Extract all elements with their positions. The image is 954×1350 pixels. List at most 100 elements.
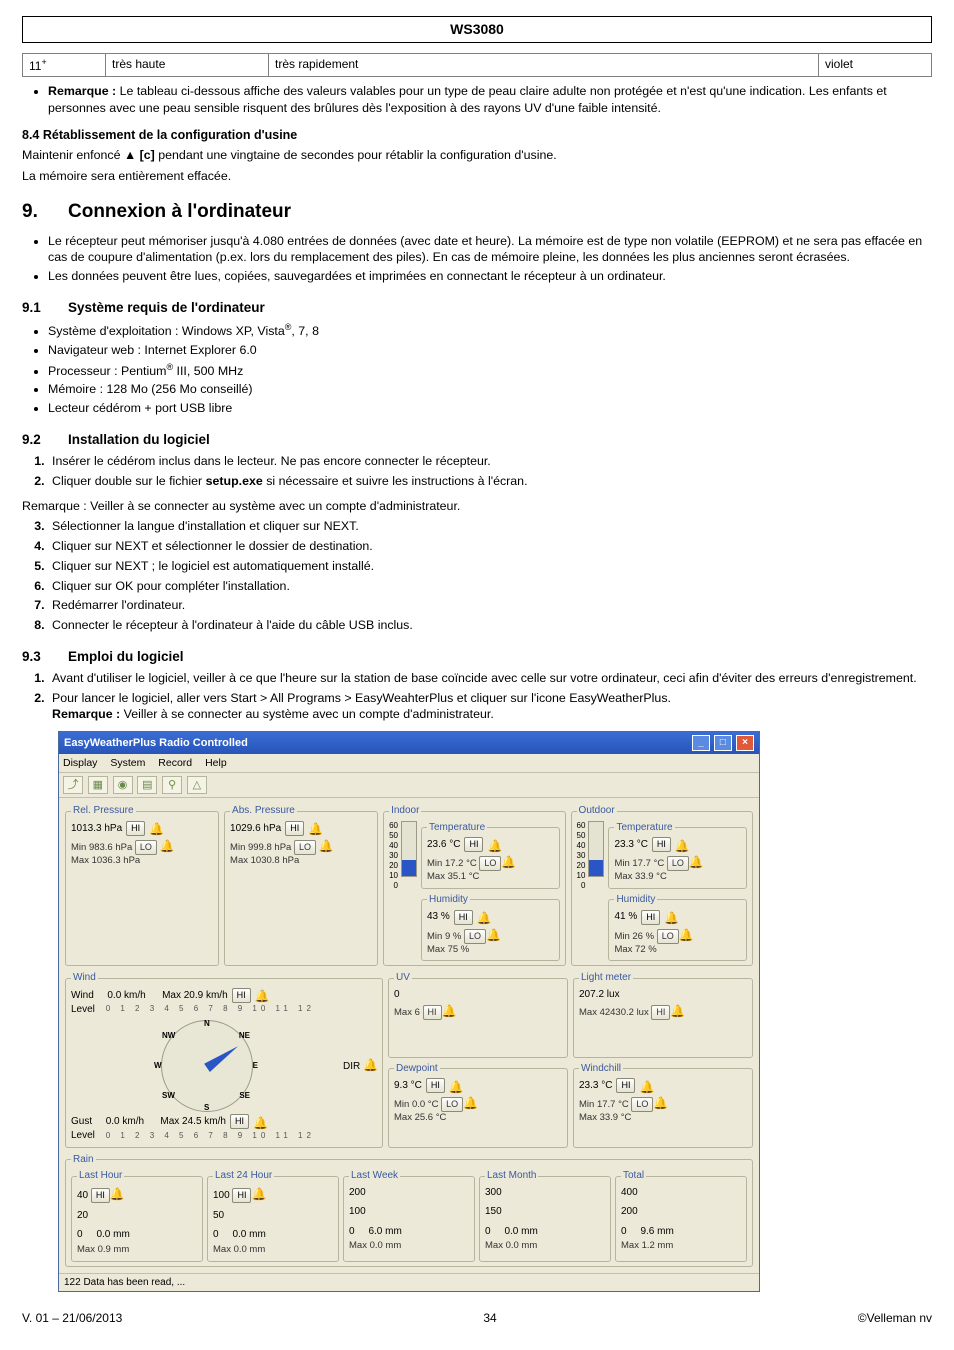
alarm-icon[interactable]: 🔔 — [477, 910, 491, 924]
alarm-icon[interactable]: 🔔 — [501, 854, 515, 868]
outdoor-temp: Temperature 23.3 °C HI🔔 Min 17.7 °C LO🔔 … — [608, 821, 747, 889]
app-title: EasyWeatherPlus Radio Controlled — [64, 736, 248, 751]
hi-button[interactable]: HI — [91, 1188, 110, 1203]
hi-button[interactable]: HI — [641, 910, 660, 925]
menu-system[interactable]: System — [110, 757, 145, 769]
maximize-button[interactable]: □ — [714, 735, 732, 751]
legend: Indoor — [389, 804, 421, 818]
minimize-button[interactable]: _ — [692, 735, 710, 751]
uv-index: 11+ — [23, 53, 106, 76]
list-item: Le récepteur peut mémoriser jusqu'à 4.08… — [48, 233, 932, 266]
rain-last-hour: Last Hour 40 HI🔔 20 0 0.0 mm Max 0.9 mm — [71, 1169, 203, 1261]
alarm-icon[interactable]: 🔔 — [253, 1115, 267, 1129]
alarm-icon[interactable]: 🔔 — [255, 988, 269, 1002]
list-item: Pour lancer le logiciel, aller vers Star… — [48, 690, 932, 723]
alarm-icon[interactable]: 🔔 — [463, 1095, 477, 1109]
menu-record[interactable]: Record — [158, 757, 192, 769]
hi-button[interactable]: HI — [651, 1005, 670, 1020]
alarm-icon[interactable]: 🔔 — [689, 854, 703, 868]
toolbar-icon[interactable]: ▤ — [137, 776, 157, 794]
hi-button[interactable]: HI — [426, 1078, 445, 1093]
lo-button[interactable]: LO — [135, 840, 157, 855]
doc-title: WS3080 — [450, 21, 504, 37]
lo-button[interactable]: LO — [441, 1097, 463, 1112]
legend: Rel. Pressure — [71, 804, 136, 818]
table-row: 11+ très haute très rapidement violet — [23, 53, 932, 76]
toolbar-icon[interactable]: △ — [187, 776, 207, 794]
lo-button[interactable]: LO — [464, 929, 486, 944]
temp-gauge — [588, 821, 604, 877]
alarm-icon[interactable]: 🔔 — [251, 1186, 265, 1200]
list-item: Lecteur cédérom + port USB libre — [48, 400, 932, 417]
hi-button[interactable]: HI — [454, 910, 473, 925]
menu-display[interactable]: Display — [63, 757, 97, 769]
uv-level: très haute — [106, 53, 269, 76]
uv-table: 11+ très haute très rapidement violet — [22, 53, 932, 77]
close-button[interactable]: × — [736, 735, 754, 751]
uv-color: violet — [819, 53, 932, 76]
lo-button[interactable]: LO — [479, 856, 501, 871]
toolbar-icon[interactable]: ◉ — [113, 776, 133, 794]
indoor-panel: Indoor 60 50 40 30 20 10 0 Temperature 2… — [383, 804, 565, 966]
lo-button[interactable]: LO — [667, 856, 689, 871]
alarm-icon[interactable]: 🔔 — [487, 838, 501, 852]
toolbar-icon[interactable]: ⚲ — [162, 776, 182, 794]
alarm-icon[interactable]: 🔔 — [486, 927, 500, 941]
hi-button[interactable]: HI — [464, 837, 483, 852]
lo-button[interactable]: LO — [657, 929, 679, 944]
hi-button[interactable]: HI — [126, 821, 145, 836]
alarm-icon[interactable]: 🔔 — [160, 838, 174, 852]
alarm-icon[interactable]: 🔔 — [319, 838, 333, 852]
compass: N NE E SE S SW W NW — [161, 1020, 253, 1112]
compass-needle — [204, 1042, 241, 1072]
app-content: Rel. Pressure 1013.3 hPa HI 🔔 Min 983.6 … — [59, 798, 759, 1272]
alarm-icon[interactable]: 🔔 — [670, 1003, 684, 1017]
app-window: EasyWeatherPlus Radio Controlled _ □ × D… — [58, 731, 760, 1292]
titlebar[interactable]: EasyWeatherPlus Radio Controlled _ □ × — [59, 732, 759, 754]
toolbar-icon[interactable]: ▦ — [88, 776, 108, 794]
remark-list: Remarque : Le tableau ci-dessous affiche… — [22, 83, 932, 116]
alarm-icon[interactable]: 🔔 — [639, 1079, 653, 1093]
rain-panel: Rain Last Hour 40 HI🔔 20 0 0.0 mm Max 0.… — [65, 1153, 753, 1267]
doc-title-box: WS3080 — [22, 16, 932, 43]
rain-last-24h: Last 24 Hour 100 HI🔔 50 0 0.0 mm Max 0.0… — [207, 1169, 339, 1261]
s92-steps-cont: Sélectionner la langue d'installation et… — [22, 518, 932, 633]
toolbar: ⤴ ▦ ◉ ▤ ⚲ △ — [59, 773, 759, 798]
section-9-2-heading: 9.2Installation du logiciel — [22, 431, 932, 449]
alarm-icon[interactable]: 🔔 — [363, 1057, 377, 1071]
lo-button[interactable]: LO — [294, 840, 316, 855]
gauge-ticks: 60 50 40 30 20 10 0 — [389, 821, 398, 891]
alarm-icon[interactable]: 🔔 — [449, 1079, 463, 1093]
outdoor-panel: Outdoor 60 50 40 30 20 10 0 Temperature … — [571, 804, 753, 966]
lo-button[interactable]: LO — [631, 1097, 653, 1112]
alarm-icon[interactable]: 🔔 — [653, 1095, 667, 1109]
list-item: Cliquer double sur le fichier setup.exe … — [48, 473, 932, 490]
uv-panel: UV 0 Max 6 HI🔔 — [388, 971, 568, 1057]
alarm-icon[interactable]: 🔔 — [149, 821, 163, 835]
alarm-icon[interactable]: 🔔 — [442, 1003, 456, 1017]
list-item: Sélectionner la langue d'installation et… — [48, 518, 932, 535]
hi-button[interactable]: HI — [232, 1188, 251, 1203]
alarm-icon[interactable]: 🔔 — [110, 1186, 124, 1200]
list-item: Cliquer sur NEXT et sélectionner le doss… — [48, 538, 932, 555]
hi-button[interactable]: HI — [423, 1005, 442, 1020]
hi-button[interactable]: HI — [652, 837, 671, 852]
alarm-icon[interactable]: 🔔 — [679, 927, 693, 941]
menu-help[interactable]: Help — [205, 757, 227, 769]
alarm-icon[interactable]: 🔔 — [664, 910, 678, 924]
list-item: Les données peuvent être lues, copiées, … — [48, 268, 932, 285]
hi-button[interactable]: HI — [232, 988, 251, 1003]
abs-pressure-panel: Abs. Pressure 1029.6 hPa HI 🔔 Min 999.8 … — [224, 804, 378, 966]
section-9-1-heading: 9.1Système requis de l'ordinateur — [22, 299, 932, 317]
list-item: Connecter le récepteur à l'ordinateur à … — [48, 617, 932, 634]
alarm-icon[interactable]: 🔔 — [308, 821, 322, 835]
hi-button[interactable]: HI — [285, 821, 304, 836]
indoor-temp: Temperature 23.6 °C HI🔔 Min 17.2 °C LO🔔 … — [421, 821, 560, 889]
temp-gauge — [401, 821, 417, 877]
section-9-3-heading: 9.3Emploi du logiciel — [22, 648, 932, 666]
footer-center: 34 — [483, 1310, 496, 1326]
alarm-icon[interactable]: 🔔 — [675, 838, 689, 852]
toolbar-icon[interactable]: ⤴ — [63, 776, 83, 794]
hi-button[interactable]: HI — [230, 1114, 249, 1129]
hi-button[interactable]: HI — [616, 1078, 635, 1093]
